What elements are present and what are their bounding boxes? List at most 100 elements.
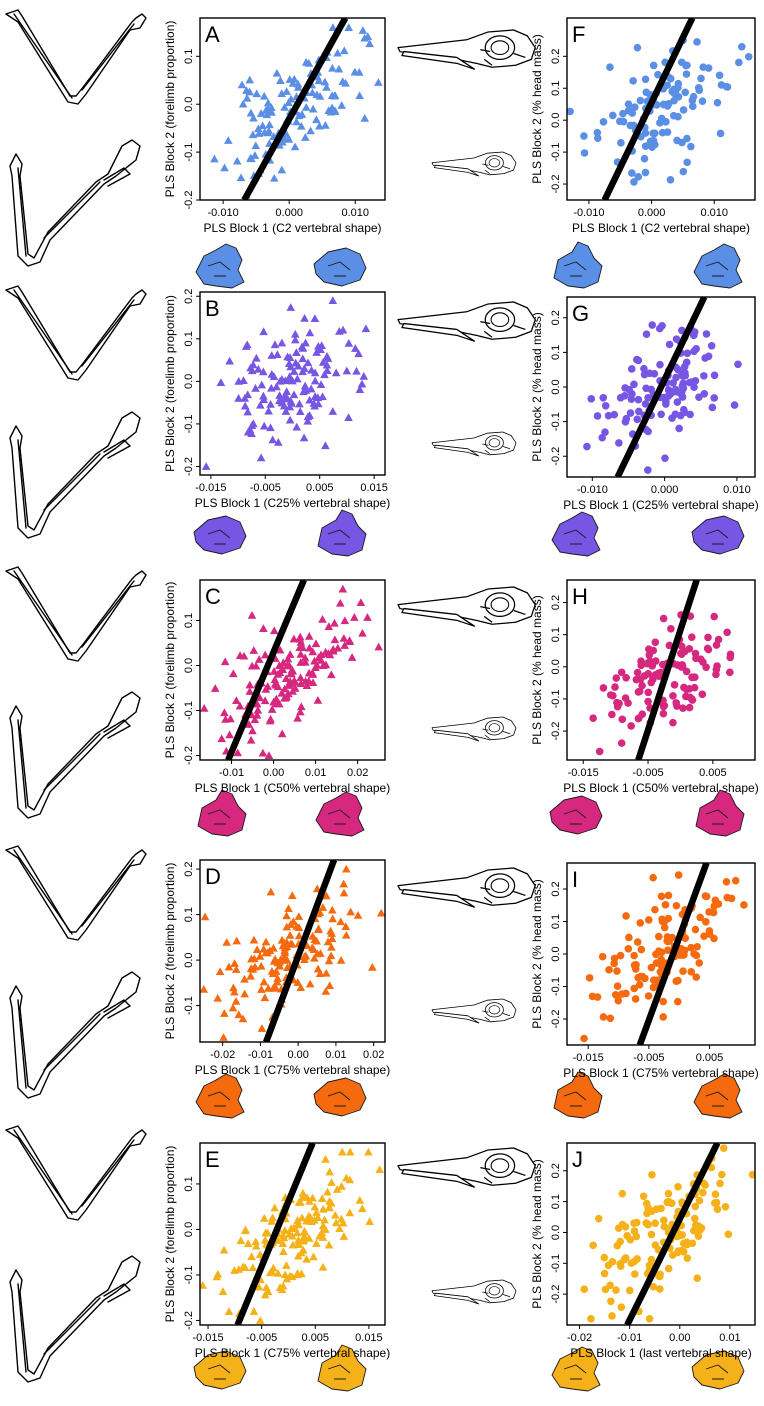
data-point <box>301 133 310 141</box>
data-point <box>618 715 627 724</box>
data-point <box>335 598 345 607</box>
data-point <box>700 372 708 380</box>
data-point <box>296 679 306 687</box>
y-tick-label: 0.0 <box>550 1225 562 1240</box>
cervical-vertebra-icon <box>553 241 603 289</box>
data-point <box>704 633 712 642</box>
y-tick-label: -0.1 <box>550 689 562 708</box>
data-point <box>286 396 296 405</box>
data-point <box>262 110 272 119</box>
data-point <box>651 140 659 149</box>
cervical-vertebra-icon <box>693 243 743 289</box>
data-point <box>322 360 332 369</box>
data-point <box>292 422 302 431</box>
data-point <box>272 382 281 391</box>
regression-line <box>225 580 307 760</box>
data-point <box>647 1230 656 1239</box>
data-point <box>353 911 363 919</box>
data-point <box>252 89 262 98</box>
y-tick-label: -0.2 <box>183 1311 195 1330</box>
data-point <box>620 392 629 400</box>
data-point <box>352 366 361 375</box>
x-tick-label: 0.010 <box>701 207 729 219</box>
data-point <box>236 1236 246 1245</box>
panel-label: C <box>205 584 221 609</box>
data-point <box>261 684 271 693</box>
data-point <box>243 1239 253 1247</box>
data-point <box>627 365 636 373</box>
data-point <box>257 380 267 389</box>
data-point <box>267 705 277 713</box>
data-point <box>341 922 351 931</box>
data-point <box>234 393 243 402</box>
data-point <box>672 977 681 985</box>
data-point <box>305 328 315 337</box>
data-point <box>272 694 281 703</box>
data-point <box>594 1214 603 1223</box>
data-point <box>344 339 354 347</box>
data-point <box>246 735 256 744</box>
data-point <box>255 1316 265 1324</box>
x-tick-label: 0.00 <box>263 767 284 779</box>
data-point <box>679 167 688 176</box>
y-tick-label: -0.1 <box>550 143 562 162</box>
data-point <box>269 667 279 675</box>
data-point <box>717 81 726 89</box>
data-point <box>616 951 625 960</box>
data-point <box>289 390 299 399</box>
data-point <box>633 938 642 946</box>
bird-skull-icon <box>431 716 517 742</box>
data-point <box>609 691 617 700</box>
data-point <box>627 722 635 730</box>
data-point <box>241 1226 250 1235</box>
data-point <box>610 959 618 968</box>
data-point <box>616 117 624 126</box>
data-point <box>291 358 301 367</box>
x-tick-label: 0.000 <box>638 207 666 219</box>
data-point <box>277 688 287 697</box>
x-tick-label: 0.005 <box>699 767 727 779</box>
plot-frame <box>199 1142 386 1326</box>
bird-wing-skeleton-icon <box>5 566 147 662</box>
data-point <box>710 371 719 380</box>
data-point <box>665 340 674 349</box>
data-point <box>273 350 282 359</box>
data-point <box>280 946 289 955</box>
data-point <box>244 720 254 728</box>
data-point <box>651 638 660 647</box>
x-axis-title: PLS Block 1 (C75% vertebral shape) <box>195 1346 390 1360</box>
data-point <box>644 393 652 402</box>
data-point <box>218 1287 228 1296</box>
data-point <box>224 1307 234 1316</box>
data-point <box>277 338 287 347</box>
data-point <box>580 149 589 157</box>
data-point <box>657 410 665 419</box>
data-point <box>295 643 304 651</box>
data-point <box>668 414 676 422</box>
data-point <box>210 684 220 692</box>
x-tick-label: -0.010 <box>208 207 239 219</box>
panel-label: B <box>205 296 220 321</box>
data-point <box>626 409 635 417</box>
data-point <box>288 78 298 87</box>
data-point <box>254 124 263 133</box>
data-point <box>256 961 266 970</box>
data-point <box>337 1181 346 1190</box>
x-tick-label: 0.015 <box>360 482 388 494</box>
data-point <box>718 1170 726 1179</box>
data-point <box>238 1014 248 1023</box>
y-axis-title: PLS Block 2 (forelimb proportion) <box>163 582 177 759</box>
data-point <box>628 390 636 398</box>
data-point <box>210 154 219 163</box>
data-point <box>293 374 302 383</box>
data-point <box>633 1255 641 1263</box>
data-point <box>298 354 308 363</box>
data-point <box>268 435 277 444</box>
data-point <box>284 98 293 107</box>
data-point <box>687 968 695 976</box>
data-point <box>264 406 273 415</box>
data-point <box>634 973 642 982</box>
data-point <box>710 394 719 402</box>
data-point <box>311 663 320 672</box>
data-point <box>301 338 310 347</box>
